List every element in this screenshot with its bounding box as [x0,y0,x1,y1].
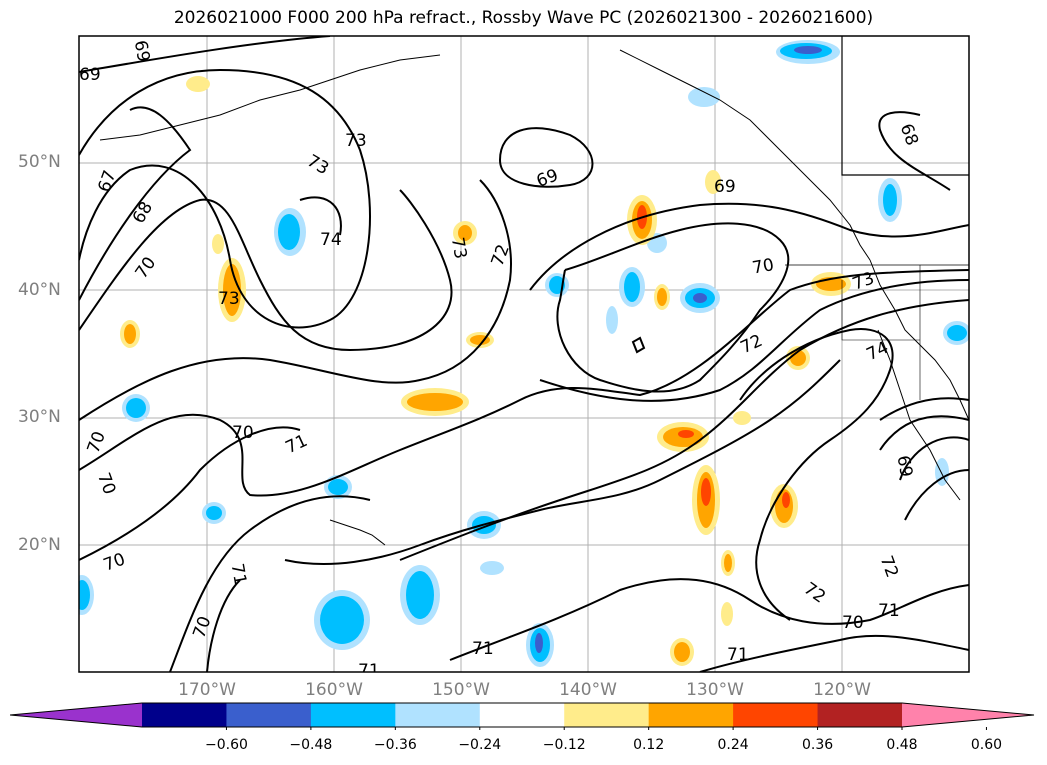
contour-lines [79,36,969,672]
contour-label: 70 [132,253,161,282]
colorbar-segment [648,703,734,727]
lon-label-140w: 140°W [559,680,617,700]
colorbar [10,702,1035,730]
colorbar-segment [817,703,903,727]
colorbar-segment [395,703,481,727]
contour-label: 71 [358,661,380,681]
contour-label: 71 [227,562,250,587]
contour-label: 74 [320,230,342,250]
lon-label-170w: 170°W [178,680,236,700]
contour-label: 70 [101,550,128,576]
colorbar-tick-label: 0.36 [801,737,834,753]
lat-label-20n: 20°N [18,535,61,555]
contour-label: 72 [800,579,829,608]
contour-label: 71 [472,639,494,659]
contour-label: 69 [534,166,561,192]
contour-label: 70 [842,613,864,633]
lon-label-150w: 150°W [432,680,490,700]
colorbar-tick-label: −0.24 [458,737,502,753]
contour-label: 73 [303,151,332,179]
contour-label: 70 [93,470,119,497]
contour-label: 67 [94,168,120,195]
colorbar-extend-high [902,703,1034,727]
colorbar-segment [564,703,650,727]
map-plot: 69 69 67 68 70 73 73 74 73 72 69 69 70 7… [78,35,970,681]
lon-label-130w: 130°W [686,680,744,700]
colorbar-segment [479,703,565,727]
colorbar-outline [10,702,1035,728]
lat-label-40n: 40°N [18,280,61,300]
contour-label: 71 [283,431,311,458]
contour-label: 71 [727,645,749,665]
contour-label: 68 [896,121,922,148]
contour-label: 68 [129,198,157,227]
contour-label: 70 [232,423,254,443]
colorbar-segment [310,703,396,727]
colorbar-tick-label: −0.36 [373,737,417,753]
colorbar-tick-label: −0.48 [289,737,333,753]
contour-label: 69 [893,454,916,479]
colorbar-segment [142,703,227,727]
map-frame [78,35,970,673]
colorbar-segment [733,703,819,727]
colorbar-tick-label: 0.48 [886,737,918,753]
contour-label: 69 [130,39,153,64]
contour-label: 74 [864,338,892,365]
contour-label: 70 [189,614,215,641]
lon-label-120w: 120°W [813,680,871,700]
lat-label-30n: 30°N [18,407,61,427]
contour-label: 69 [79,65,101,85]
colorbar-tick-label: −0.60 [204,737,248,753]
contour-label: 73 [447,236,470,261]
colorbar-tick-label: 0.60 [970,737,1003,753]
colorbar-tick-label: −0.12 [542,737,586,753]
contour-label: 73 [345,131,367,151]
contour-label: 70 [751,255,776,278]
contour-label: 72 [876,553,902,580]
gridlines [79,36,969,672]
contour-label: 73 [218,289,240,309]
lon-label-160w: 160°W [305,680,363,700]
lat-label-50n: 50°N [18,152,61,172]
colorbar-extend-low [10,703,142,727]
colorbar-tick-label: 0.24 [717,737,749,753]
colorbar-segment [226,703,312,727]
shaded-anomalies [79,40,969,667]
colorbar-tick-label: 0.12 [633,737,665,753]
map-title: 2026021000 F000 200 hPa refract., Rossby… [173,8,874,28]
contour-label: 71 [878,601,900,621]
contour-label: 69 [714,177,736,197]
